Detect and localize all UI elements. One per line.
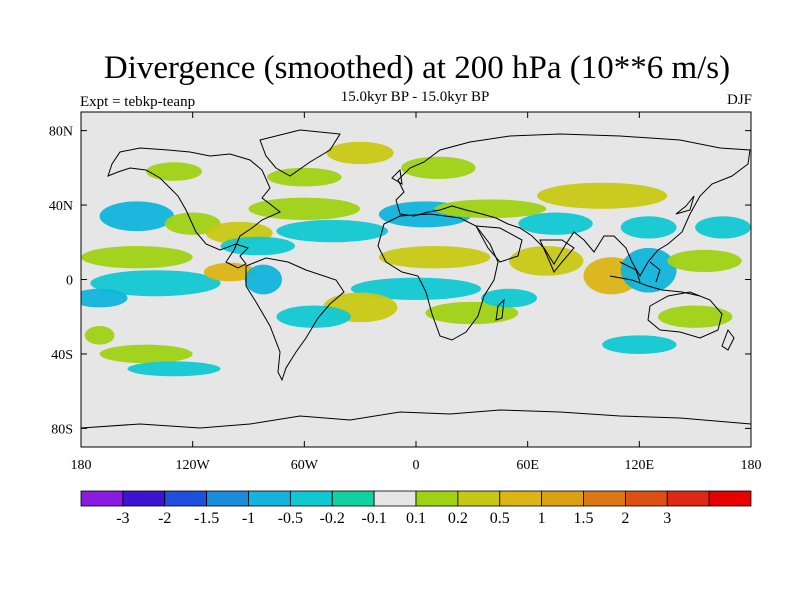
experiment-label: Expt = tebkp-teanp	[80, 94, 196, 110]
divergence-region	[518, 212, 593, 235]
coast-south-america	[245, 257, 345, 382]
x-tick-label: 0	[413, 458, 420, 473]
chart-subtitle: 15.0kyr BP - 15.0kyr BP	[340, 89, 490, 105]
colorbar-swatch	[373, 490, 417, 507]
colorbar-swatch	[583, 490, 626, 507]
x-tick-label: 120W	[176, 458, 211, 473]
colorbar-label: 0.1	[406, 510, 426, 527]
divergence-region	[695, 216, 751, 239]
divergence-field	[81, 141, 751, 377]
divergence-region	[481, 288, 537, 308]
colorbar-swatch	[415, 490, 459, 507]
colorbar-swatch	[331, 490, 375, 507]
coast-north-america	[107, 147, 281, 269]
divergence-region	[81, 288, 128, 308]
divergence-region	[667, 249, 742, 273]
colorbar: -3 -2 -1.5 -1 -0.5 -0.2 -0.1 0.1 0.2 0.5 1 1.5 2 3	[80, 490, 752, 527]
divergence-region	[244, 264, 282, 295]
coast-antarctica	[81, 409, 751, 429]
colorbar-label: -0.2	[320, 510, 345, 527]
y-tick-label: 0	[66, 274, 73, 289]
divergence-region	[99, 344, 193, 364]
chart-title: Divergence (smoothed) at 200 hPa (10**6 …	[103, 50, 731, 86]
divergence-region	[276, 219, 389, 243]
colorbar-swatch	[708, 490, 752, 507]
colorbar-label: -0.5	[278, 510, 303, 527]
divergence-region	[203, 262, 256, 282]
colorbar-label: 0.5	[490, 510, 510, 527]
colorbar-swatch	[164, 490, 208, 507]
colorbar-swatch	[457, 490, 501, 507]
colorbar-label: 2	[621, 510, 629, 527]
x-tick-label: 60W	[291, 458, 319, 473]
colorbar-swatch	[499, 490, 543, 507]
colorbar-label: 3	[663, 510, 671, 527]
divergence-region	[602, 335, 677, 354]
y-tick-label: 40S	[51, 348, 73, 363]
coast-africa	[377, 213, 499, 341]
colorbar-swatch	[248, 490, 291, 507]
coast-uk	[391, 168, 403, 185]
divergence-region	[536, 182, 668, 209]
divergence-region	[276, 305, 351, 328]
colorbar-label: -0.1	[361, 510, 386, 527]
colorbar-swatch	[206, 490, 249, 507]
coast-madagascar	[495, 298, 505, 321]
colorbar-swatch	[624, 490, 668, 507]
coast-new-zealand	[721, 328, 735, 351]
map-axes: 180 120W 60W 0 60E 120E 180 80N 40N 0 40S 80S	[49, 112, 762, 473]
y-tick-label: 40N	[49, 199, 73, 214]
colorbar-label: -3	[116, 510, 129, 527]
colorbar-label: -2	[158, 510, 171, 527]
divergence-region	[127, 361, 221, 377]
coast-japan	[675, 195, 695, 215]
divergence-region	[146, 162, 202, 181]
coast-greenland	[259, 129, 341, 177]
divergence-region	[84, 326, 115, 345]
divergence-region	[425, 301, 519, 325]
coast-australia	[647, 291, 723, 339]
divergence-region	[378, 245, 491, 269]
divergence-region	[509, 246, 584, 276]
divergence-region	[99, 201, 175, 232]
divergence-region	[248, 197, 361, 220]
divergence-region	[401, 156, 476, 179]
coast-arabia	[475, 225, 523, 263]
coast-eurasia	[395, 133, 751, 278]
divergence-region	[90, 270, 221, 297]
x-tick-label: 180	[71, 458, 92, 473]
colorbar-swatch	[80, 490, 124, 507]
coast-maritime	[609, 261, 701, 297]
colorbar-label: -1	[242, 510, 255, 527]
colorbar-label: -1.5	[194, 510, 219, 527]
coast-india	[539, 239, 575, 273]
season-label: DJF	[726, 92, 752, 108]
y-tick-label: 80N	[49, 125, 73, 140]
colorbar-swatch	[541, 490, 584, 507]
colorbar-label: 1	[538, 510, 546, 527]
divergence-region	[620, 216, 677, 239]
x-tick-label: 120E	[625, 458, 655, 473]
x-tick-label: 180	[741, 458, 762, 473]
coastlines	[81, 129, 751, 429]
colorbar-label: 1.5	[574, 510, 594, 527]
divergence-region	[350, 277, 482, 300]
divergence-region	[267, 167, 342, 187]
colorbar-swatch	[122, 490, 166, 507]
divergence-region	[657, 305, 733, 328]
divergence-region	[220, 236, 296, 256]
colorbar-swatch	[666, 490, 710, 507]
y-tick-label: 80S	[51, 422, 73, 437]
x-tick-label: 60E	[516, 458, 539, 473]
colorbar-swatch	[289, 490, 333, 507]
divergence-region	[434, 199, 547, 219]
colorbar-label: 0.2	[448, 510, 468, 527]
divergence-region	[326, 141, 394, 165]
divergence-region	[81, 245, 193, 269]
